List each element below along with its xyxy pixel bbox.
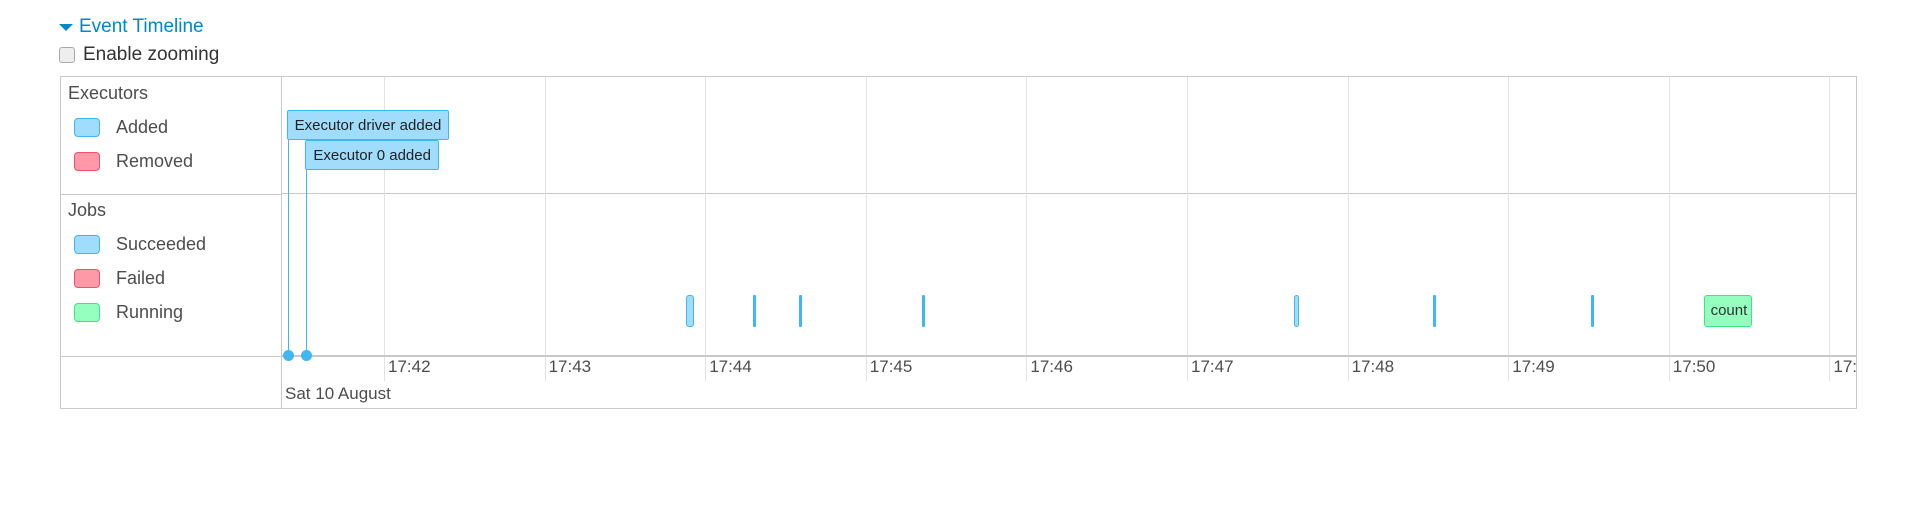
executor-event[interactable]: Executor driver added xyxy=(286,110,450,140)
job-item[interactable] xyxy=(922,295,925,327)
legend-failed: Failed xyxy=(74,268,165,289)
tick-mark xyxy=(1187,357,1188,381)
job-item[interactable] xyxy=(686,295,695,327)
tick-label: 17:45 xyxy=(869,357,913,376)
grid-line xyxy=(865,77,867,355)
legend-succeeded: Succeeded xyxy=(74,234,206,255)
tick-mark xyxy=(865,357,867,381)
legend-added: Added xyxy=(74,117,168,138)
legend-label: Added xyxy=(116,117,169,137)
legend-swatch xyxy=(74,152,100,171)
event-line xyxy=(287,140,289,355)
caret-down-icon xyxy=(59,23,73,31)
legend-swatch xyxy=(74,118,100,137)
date-label: Sat 10 August xyxy=(285,384,391,403)
tick-mark xyxy=(1508,357,1510,381)
timeline[interactable]: Executors Added Removed Jobs Succeeded F… xyxy=(60,76,1857,409)
grid-line xyxy=(384,77,385,355)
grid-line xyxy=(1668,77,1670,355)
tick-label: 17:49 xyxy=(1512,357,1555,376)
legend-label: Running xyxy=(116,302,184,322)
job-item[interactable]: count xyxy=(1703,295,1752,327)
tick-label: 17:44 xyxy=(709,357,752,376)
enable-zooming-option[interactable]: Enable zooming xyxy=(59,44,219,66)
tick-label: 17:47 xyxy=(1191,357,1234,376)
axis-line xyxy=(281,355,1856,357)
event-dot xyxy=(282,350,294,361)
grid-line xyxy=(705,77,707,355)
job-item[interactable] xyxy=(1294,295,1300,327)
tick-label: 17:48 xyxy=(1351,357,1395,376)
enable-zooming-checkbox[interactable] xyxy=(59,47,75,63)
tick-mark xyxy=(1829,357,1831,381)
tick-mark xyxy=(384,357,385,381)
tick-label: 17:51 xyxy=(1833,357,1856,376)
tick-mark xyxy=(1026,357,1028,381)
enable-zooming-label: Enable zooming xyxy=(83,44,220,65)
job-item[interactable] xyxy=(1433,295,1437,327)
job-item[interactable] xyxy=(753,295,757,327)
tick-mark xyxy=(705,357,707,381)
legend-swatch xyxy=(74,303,100,322)
tick-label: 17:42 xyxy=(388,357,431,376)
event-line xyxy=(306,170,308,355)
tick-label: 17:46 xyxy=(1030,357,1073,376)
timeline-area[interactable]: Sat 10 August 17:42 17:43 17:44 17:45 17:46 1… xyxy=(281,77,1856,408)
job-item[interactable] xyxy=(1591,295,1595,327)
legend-removed: Removed xyxy=(74,151,193,172)
section-title: Event Timeline xyxy=(79,16,204,37)
grid-line xyxy=(544,77,546,355)
event-timeline-toggle[interactable]: Event Timeline xyxy=(59,16,204,38)
job-item[interactable] xyxy=(798,295,802,327)
group-label: Jobs xyxy=(68,200,107,220)
group-jobs: Jobs Succeeded Failed Running xyxy=(61,194,281,357)
group-labels: Executors Added Removed Jobs Succeeded F… xyxy=(61,77,282,408)
tick-label: 17:50 xyxy=(1672,357,1716,376)
group-divider xyxy=(281,193,1856,194)
grid-line xyxy=(1026,77,1028,355)
grid-line xyxy=(1508,77,1510,355)
tick-label: 17:43 xyxy=(548,357,592,376)
legend-running: Running xyxy=(74,302,183,323)
executor-event[interactable]: Executor 0 added xyxy=(305,140,439,170)
tick-mark xyxy=(1347,357,1349,381)
legend-label: Succeeded xyxy=(116,234,207,254)
group-executors: Executors Added Removed xyxy=(61,77,281,195)
group-label: Executors xyxy=(68,83,149,103)
legend-swatch xyxy=(74,235,100,254)
grid-line xyxy=(1347,77,1349,355)
legend-label: Failed xyxy=(116,268,166,288)
event-dot xyxy=(301,350,313,361)
grid-line xyxy=(1187,77,1188,355)
tick-mark xyxy=(1668,357,1670,381)
legend-label: Removed xyxy=(116,151,194,171)
legend-swatch xyxy=(74,269,100,288)
tick-mark xyxy=(544,357,546,381)
grid-line xyxy=(1829,77,1831,355)
